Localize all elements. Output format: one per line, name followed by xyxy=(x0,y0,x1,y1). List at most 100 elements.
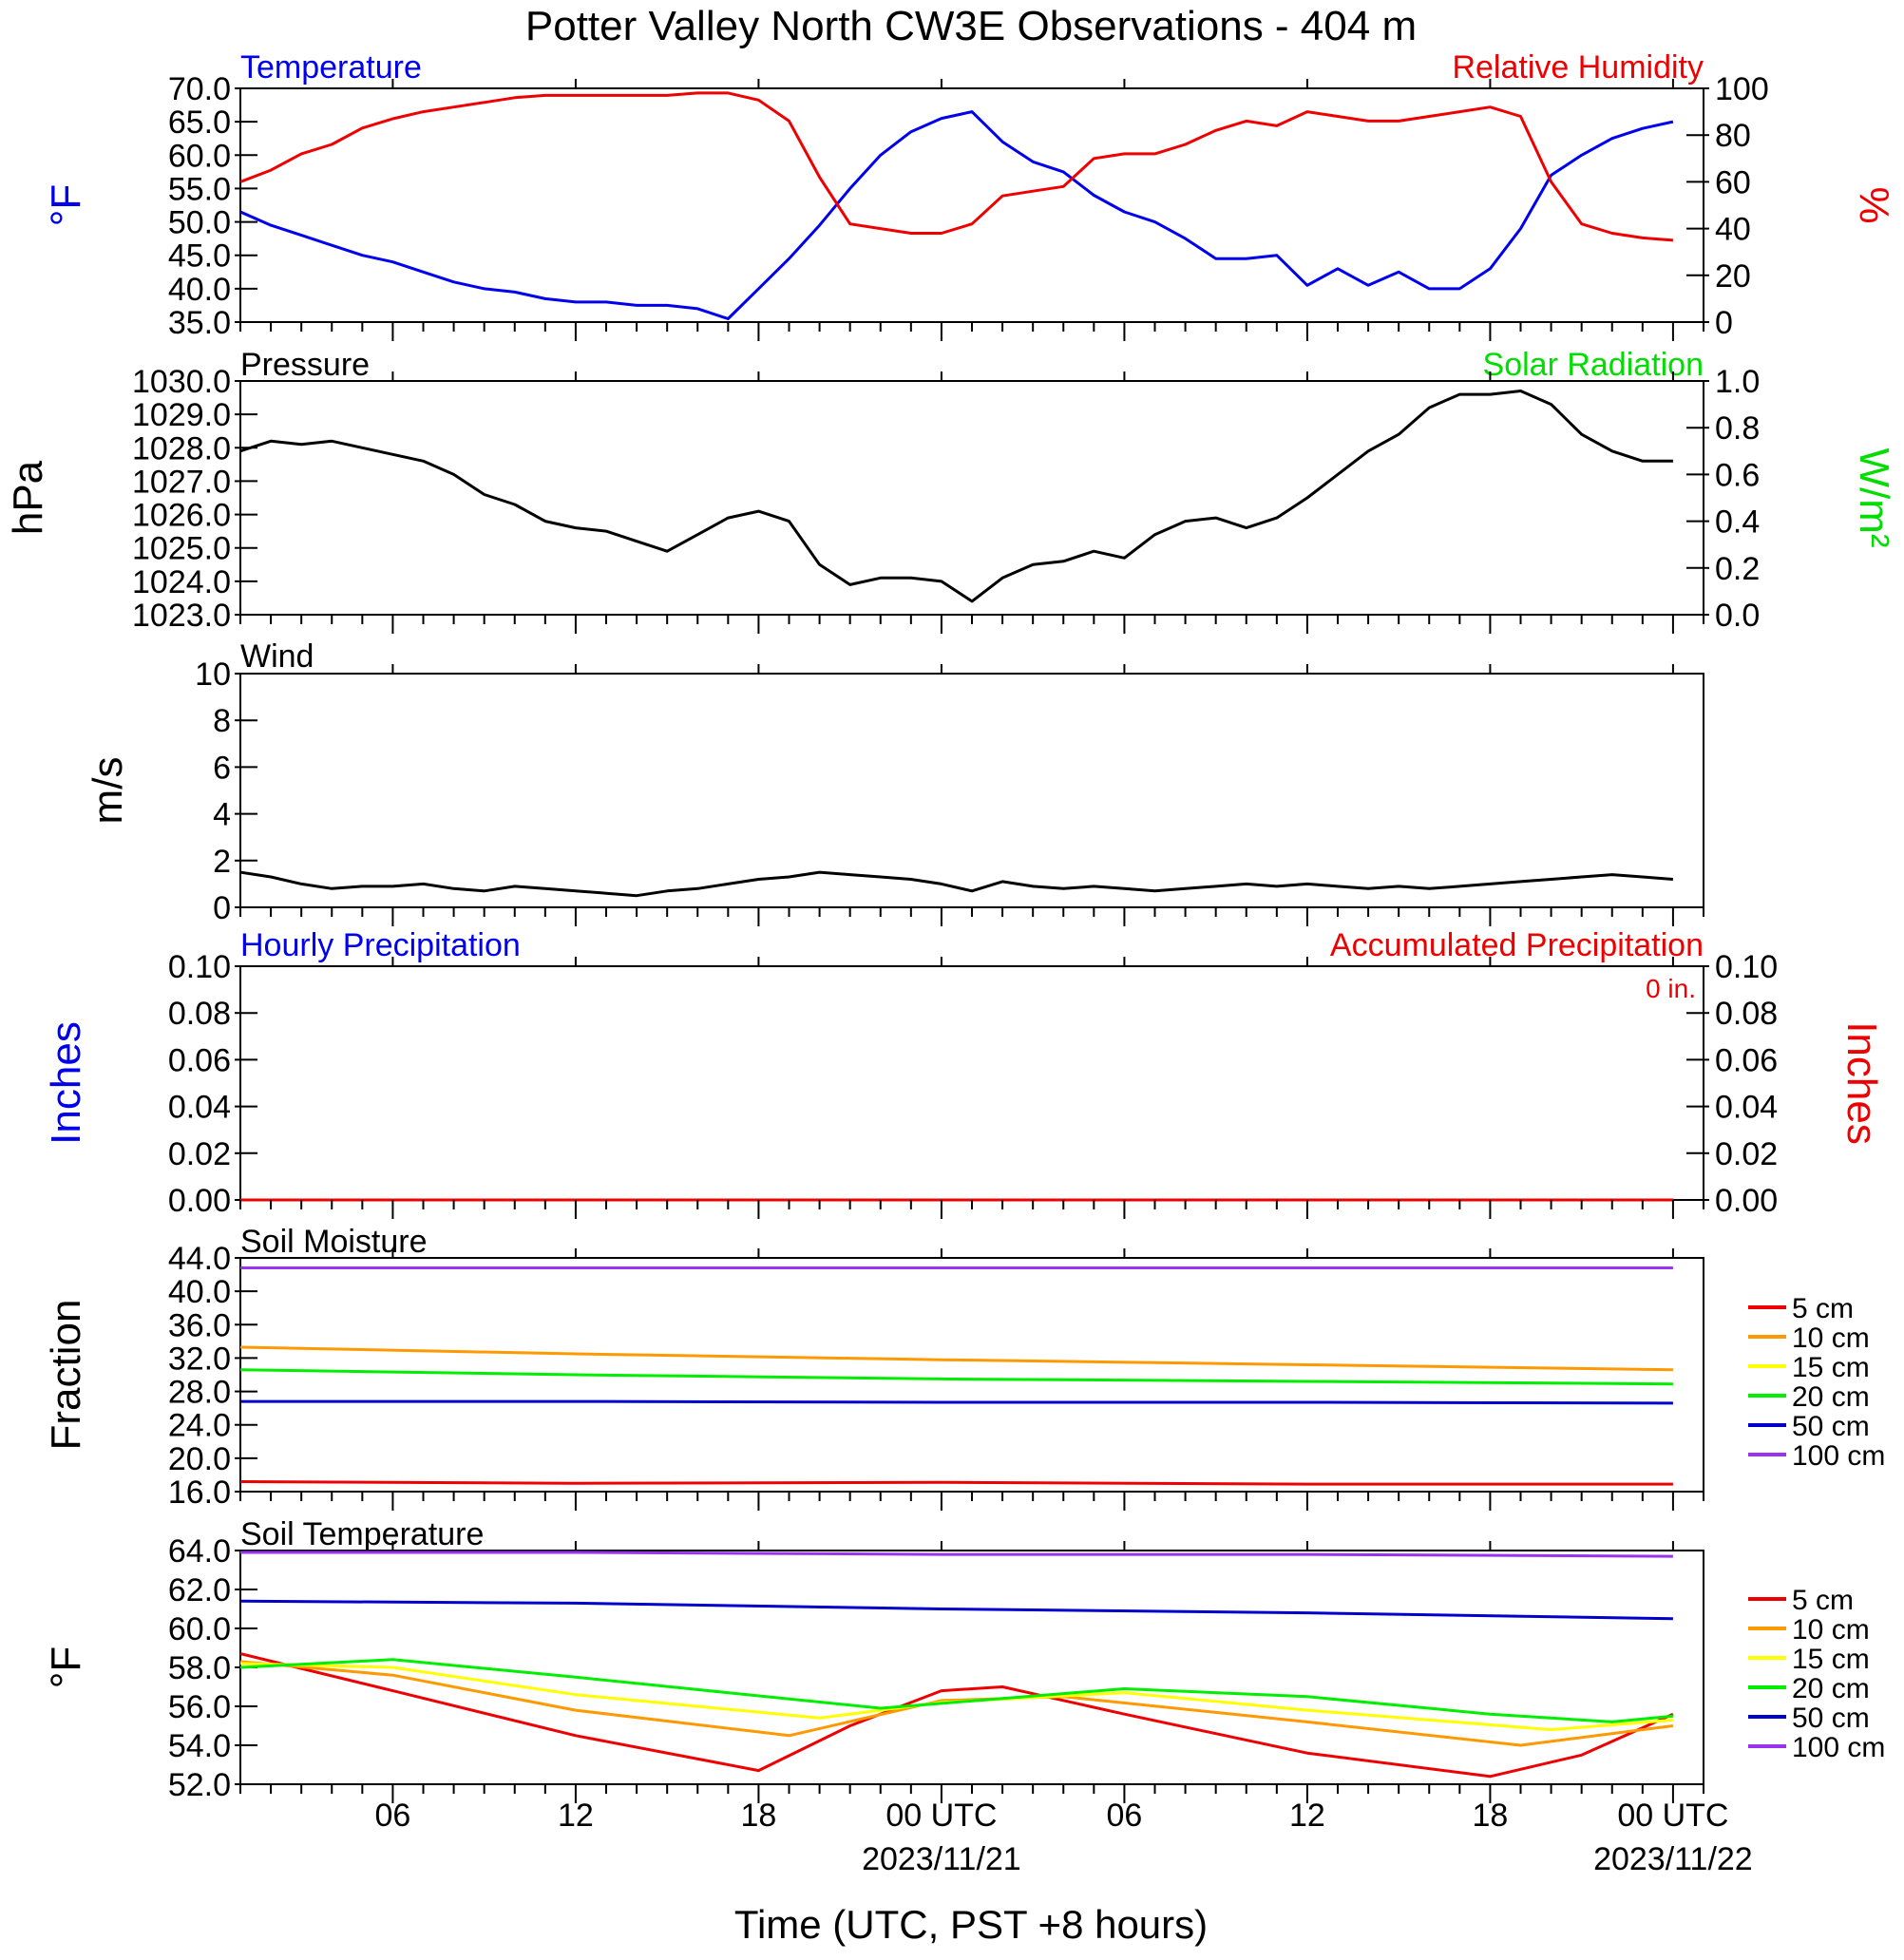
panel-soil-moisture: Soil Moisture Fraction 44.040.036.032.02… xyxy=(43,1224,1885,1511)
y-tick-label: 100 xyxy=(1715,71,1769,107)
soil-temperature-title: Soil Temperature xyxy=(240,1516,484,1552)
solar-ticks: 1.0 0.8 0.6 0.4 0.2 0.0 xyxy=(1686,364,1760,634)
series-line-temperature xyxy=(239,110,1674,320)
soil-moisture-ticks: 44.040.036.032.028.024.020.016.0 xyxy=(168,1241,257,1511)
y-tick-label: 20 xyxy=(1715,258,1751,295)
soil-moisture-plot xyxy=(239,1266,1673,1486)
y-tick-label: 54.0 xyxy=(168,1728,231,1764)
y-tick-label: 0.08 xyxy=(1715,996,1778,1032)
y-tick-label: 70.0 xyxy=(168,71,231,107)
solar-radiation-title: Solar Radiation xyxy=(1483,347,1704,383)
y-tick-label: 24.0 xyxy=(168,1408,231,1444)
accum-precip-unit: Inches xyxy=(1838,1021,1885,1145)
pressure-ticks: 1030.01029.01028.01027.01026.01025.01024… xyxy=(132,364,257,634)
soil-moisture-unit: Fraction xyxy=(43,1300,89,1451)
soil-temperature-ticks: 64.062.060.058.056.054.052.0 xyxy=(168,1533,257,1803)
y-tick-label: 4 xyxy=(213,797,231,833)
x-date-label: 2023/11/22 xyxy=(1593,1841,1753,1877)
y-tick-label: 52.0 xyxy=(168,1767,231,1803)
chart-title: Potter Valley North CW3E Observations - … xyxy=(525,3,1417,49)
legend-label: 50 cm xyxy=(1792,1703,1870,1734)
y-tick-label: 36.0 xyxy=(168,1307,231,1343)
legend-label: 20 cm xyxy=(1792,1673,1870,1704)
y-tick-label: 35.0 xyxy=(168,305,231,341)
legend-label: 10 cm xyxy=(1792,1323,1870,1354)
pressure-unit: hPa xyxy=(5,460,51,535)
x-tick-label: 00 UTC xyxy=(885,1798,997,1834)
y-tick-label: 0 xyxy=(213,890,231,926)
x-tick-label: 00 UTC xyxy=(1617,1798,1728,1834)
y-tick-label: 40.0 xyxy=(168,1274,231,1310)
legend-label: 20 cm xyxy=(1792,1381,1870,1413)
series-line-50-cm xyxy=(240,1399,1673,1405)
x-tick-label: 06 xyxy=(1107,1798,1143,1834)
y-tick-label: 0.0 xyxy=(1715,598,1760,634)
y-tick-label: 1026.0 xyxy=(132,498,231,534)
y-tick-label: 1030.0 xyxy=(132,364,231,400)
panel-wind: Wind m/s 10 8 6 4 2 0 xyxy=(85,638,1704,926)
series-line-pressure xyxy=(239,390,1673,603)
series-line-100-cm xyxy=(240,1551,1673,1558)
y-tick-label: 32.0 xyxy=(168,1341,231,1377)
y-tick-label: 45.0 xyxy=(168,238,231,275)
temperature-rh-plot xyxy=(239,91,1674,320)
y-tick-label: 1027.0 xyxy=(132,464,231,500)
series-line-relative-humidity xyxy=(239,91,1674,242)
legend-label: 10 cm xyxy=(1792,1614,1870,1646)
legend-label: 5 cm xyxy=(1792,1293,1854,1324)
legend-label: 15 cm xyxy=(1792,1644,1870,1675)
x-axis-title: Time (UTC, PST +8 hours) xyxy=(734,1902,1208,1947)
y-tick-label: 28.0 xyxy=(168,1375,231,1411)
y-tick-label: 16.0 xyxy=(168,1475,231,1511)
rh-unit: % xyxy=(1851,186,1897,223)
y-tick-label: 8 xyxy=(213,703,231,739)
accum-precip-value: 0 in. xyxy=(1646,974,1696,1003)
soil-temperature-plot xyxy=(239,1551,1674,1779)
soil-moisture-title: Soil Moisture xyxy=(240,1224,428,1260)
y-tick-label: 0.10 xyxy=(1715,949,1778,985)
y-tick-label: 1023.0 xyxy=(132,598,231,634)
y-tick-label: 50.0 xyxy=(168,205,231,241)
series-line-5-cm xyxy=(239,1480,1673,1486)
y-tick-label: 0.00 xyxy=(168,1183,231,1219)
accum-precip-title: Accumulated Precipitation xyxy=(1330,927,1704,963)
y-tick-label: 60 xyxy=(1715,164,1751,200)
y-tick-label: 65.0 xyxy=(168,105,231,141)
y-tick-label: 0.10 xyxy=(168,949,231,985)
y-tick-label: 10 xyxy=(195,657,231,693)
panel-temperature-rh: Temperature Relative Humidity °F % 70.06… xyxy=(43,49,1897,341)
soil-temperature-unit: °F xyxy=(43,1646,89,1688)
panel-soil-temperature: Soil Temperature °F 64.062.060.058.056.0… xyxy=(43,1516,1885,1803)
y-tick-label: 2 xyxy=(213,844,231,880)
y-tick-label: 0 xyxy=(1715,305,1733,341)
rh-ticks: 100 80 60 40 20 0 xyxy=(1686,71,1769,341)
legend-label: 100 cm xyxy=(1792,1732,1885,1763)
legend-label: 15 cm xyxy=(1792,1352,1870,1383)
y-tick-label: 1.0 xyxy=(1715,364,1760,400)
hourly-precip-title: Hourly Precipitation xyxy=(240,927,521,963)
solar-unit: W/m² xyxy=(1851,447,1897,547)
x-tick-label: 18 xyxy=(1473,1798,1509,1834)
legend-label: 100 cm xyxy=(1792,1440,1885,1472)
legend-label: 5 cm xyxy=(1792,1585,1854,1616)
wind-ticks: 10 8 6 4 2 0 xyxy=(195,657,257,926)
y-tick-label: 0.04 xyxy=(1715,1090,1778,1126)
temperature-unit: °F xyxy=(43,184,89,226)
y-tick-label: 20.0 xyxy=(168,1441,231,1477)
wind-title: Wind xyxy=(240,638,314,675)
y-tick-label: 1025.0 xyxy=(132,531,231,567)
legend-label: 50 cm xyxy=(1792,1411,1870,1442)
temperature-ticks: 70.065.060.055.050.045.040.035.0 xyxy=(168,71,257,341)
temperature-title: Temperature xyxy=(240,49,422,86)
series-line-50-cm xyxy=(239,1599,1673,1621)
panel-pressure-solar: Pressure Solar Radiation hPa W/m² 1030.0… xyxy=(5,347,1897,634)
y-tick-label: 56.0 xyxy=(168,1689,231,1725)
x-tick-label: 12 xyxy=(558,1798,594,1834)
hourly-precip-ticks: 0.10 0.08 0.06 0.04 0.02 0.00 xyxy=(168,949,257,1219)
pressure-title: Pressure xyxy=(240,347,370,383)
y-tick-label: 58.0 xyxy=(168,1650,231,1686)
